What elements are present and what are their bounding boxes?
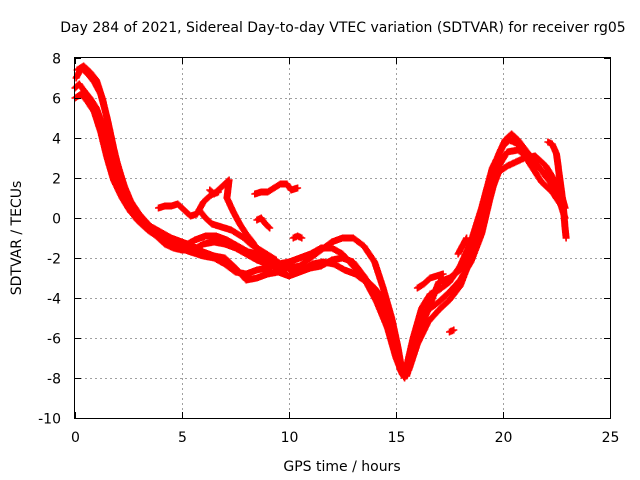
series-track-l: [446, 326, 458, 336]
chart-title: Day 284 of 2021, Sidereal Day-to-day VTE…: [60, 20, 625, 36]
series-markers: [446, 326, 458, 336]
series-markers: [413, 270, 447, 292]
y-tick-label: 4: [52, 132, 61, 148]
grid: [75, 58, 610, 418]
series-track-j: [289, 232, 306, 242]
x-tick-label: 15: [388, 430, 406, 446]
y-tick-label: 2: [52, 172, 61, 188]
series-track-d: [71, 90, 567, 378]
x-tick-label: 10: [281, 430, 299, 446]
x-axis-label: GPS time / hours: [283, 459, 400, 475]
series-markers: [544, 138, 570, 242]
series-track-g: [206, 186, 222, 198]
x-tick-label: 0: [71, 430, 80, 446]
series-markers: [289, 232, 306, 242]
series-track-k: [413, 270, 447, 292]
y-tick-label: 8: [52, 52, 61, 68]
series-markers: [454, 234, 471, 258]
series-track-h: [251, 180, 302, 198]
x-tick-label: 20: [495, 430, 513, 446]
series-markers: [253, 214, 274, 232]
y-tick-label: -6: [47, 332, 61, 348]
y-tick-label: 0: [52, 212, 61, 228]
y-axis-label: SDTVAR / TECUs: [9, 181, 25, 296]
series-markers: [206, 186, 222, 198]
series-track-n: [544, 138, 570, 242]
x-tick-label: 25: [602, 430, 620, 446]
series-markers: [195, 206, 280, 264]
data-layer: [71, 62, 570, 382]
y-tick-label: -10: [38, 412, 61, 428]
series-track-i: [253, 214, 274, 232]
series-track-m: [454, 234, 471, 258]
y-tick-label: -8: [47, 372, 61, 388]
series-markers: [73, 62, 569, 380]
plot-frame: [74, 57, 611, 419]
y-tick-label: -4: [47, 292, 61, 308]
y-tick-label: 6: [52, 92, 61, 108]
series-track-c: [73, 62, 569, 380]
series-track-f: [195, 206, 280, 264]
x-tick-label: 5: [178, 430, 187, 446]
series-markers: [251, 180, 302, 198]
series-markers: [71, 90, 567, 378]
y-tick-label: -2: [47, 252, 61, 268]
ticks: 0 5 10 15 20 25 -10 -8 -6 -4 -2 0 2 4 6 8: [38, 52, 619, 447]
